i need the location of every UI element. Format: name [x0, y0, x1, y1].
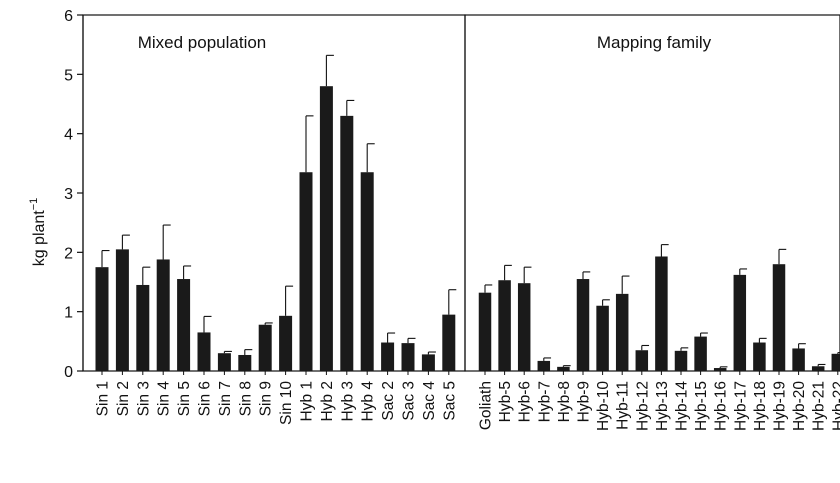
bar [792, 348, 805, 371]
category-label: Hyb 4 [360, 381, 377, 422]
category-label: Goliath [478, 381, 495, 430]
bar [115, 249, 129, 371]
category-label: Sac 4 [421, 381, 438, 421]
bar [340, 115, 354, 371]
y-axis-title: kg plant−1 [28, 198, 48, 267]
category-label: Hyb 3 [339, 381, 356, 422]
category-label: Sac 3 [401, 381, 418, 421]
y-tick-label: 2 [64, 245, 73, 262]
category-label: Sin 4 [156, 381, 173, 417]
bar [733, 274, 747, 371]
category-label: Sac 2 [380, 381, 397, 421]
bar [381, 342, 395, 371]
category-label: Sac 5 [441, 381, 458, 421]
bar [576, 279, 590, 371]
bar [442, 314, 456, 371]
y-axis-title-sup: −1 [28, 198, 40, 211]
bar [95, 267, 109, 371]
panel-frame [464, 14, 840, 372]
category-label: Hyb-15 [693, 381, 710, 431]
bar [517, 283, 531, 371]
bar [299, 172, 313, 371]
bar [238, 354, 252, 371]
bar [635, 350, 649, 371]
category-label: Hyb-19 [772, 381, 789, 431]
category-label: Hyb-14 [674, 381, 691, 431]
category-label: Hyb 2 [319, 381, 336, 422]
category-label: Hyb-6 [517, 381, 534, 422]
category-label: Sin 9 [258, 381, 275, 416]
category-label: Hyb-13 [654, 381, 671, 431]
bar [319, 86, 333, 371]
bars-layer [95, 54, 840, 371]
bar [279, 315, 293, 371]
bar [615, 293, 629, 371]
bar [753, 342, 766, 371]
category-label: Hyb-5 [497, 381, 514, 422]
bar [258, 324, 272, 371]
category-label: Hyb-21 [811, 381, 828, 431]
bar [421, 354, 435, 371]
bar [360, 172, 374, 371]
bar [177, 279, 191, 371]
y-tick-label: 6 [64, 8, 73, 25]
y-tick-label: 4 [64, 127, 73, 144]
category-label: Hyb-9 [576, 381, 593, 422]
bar [713, 368, 727, 371]
bar [694, 336, 707, 371]
bar [537, 360, 551, 371]
category-label: Sin 3 [135, 381, 152, 416]
axes-layer [77, 14, 840, 375]
category-label: Hyb-8 [556, 381, 573, 422]
category-label: Hyb-20 [791, 381, 808, 431]
bar [401, 343, 415, 371]
bar [498, 280, 511, 371]
category-label: Sin 10 [278, 381, 295, 425]
bar [156, 259, 170, 371]
category-label: Sin 2 [115, 381, 132, 416]
panel-title: Mapping family [597, 33, 712, 52]
bar [674, 350, 688, 371]
bar [217, 353, 231, 371]
category-label: Sin 6 [197, 381, 214, 416]
category-label: Hyb-11 [615, 381, 632, 430]
bar [596, 305, 609, 371]
category-label: Sin 8 [237, 381, 254, 416]
category-label: Hyb-10 [595, 381, 612, 431]
bar [811, 366, 825, 371]
bar [197, 332, 211, 371]
bar [136, 284, 150, 371]
category-label: Hyb 1 [299, 381, 316, 422]
bar [478, 292, 492, 371]
category-label: Hyb-7 [536, 381, 553, 422]
category-label: Sin 7 [217, 381, 234, 416]
bar [772, 264, 786, 371]
y-tick-label: 0 [64, 364, 73, 381]
category-label: Sin 1 [95, 381, 112, 416]
category-label: Hyb-22 [830, 381, 840, 431]
y-tick-label: 5 [64, 67, 73, 84]
category-label: Hyb-17 [732, 381, 749, 431]
bar [557, 366, 570, 371]
category-label: Hyb-18 [752, 381, 769, 431]
category-label: Sin 5 [176, 381, 193, 416]
y-tick-label: 3 [64, 186, 73, 203]
category-label: Hyb-16 [713, 381, 730, 431]
category-label: Hyb-12 [634, 381, 651, 431]
y-tick-label: 1 [64, 305, 73, 322]
y-axis-title-main: kg plant [31, 210, 48, 267]
bar [655, 256, 668, 371]
bar [831, 353, 840, 371]
panel-title: Mixed population [138, 33, 267, 52]
